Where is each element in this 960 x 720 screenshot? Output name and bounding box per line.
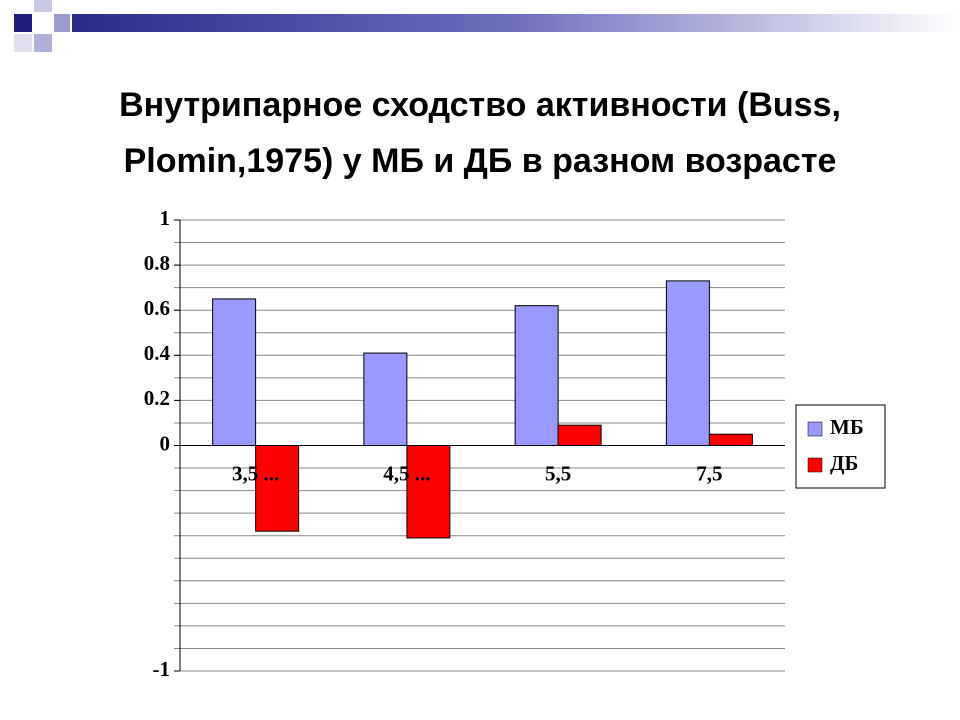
decoration bbox=[14, 0, 960, 52]
bar bbox=[557, 424, 602, 446]
bar bbox=[708, 433, 753, 447]
chart-title: Plomin,1975) у МБ и ДБ в разном возрасте bbox=[124, 142, 837, 180]
legend-label: МБ bbox=[830, 415, 864, 439]
bar bbox=[363, 352, 408, 447]
y-tick-label: 1 bbox=[160, 206, 171, 230]
y-tick-label: 0.6 bbox=[144, 296, 170, 320]
y-tick-label: -1 bbox=[153, 657, 171, 681]
x-tick-label: 5,5 bbox=[545, 461, 571, 485]
legend-swatch bbox=[807, 457, 823, 473]
x-tick-label: 7,5 bbox=[696, 461, 722, 485]
legend-swatch bbox=[807, 421, 823, 437]
y-tick-label: 0 bbox=[160, 431, 171, 455]
bar bbox=[514, 305, 559, 446]
y-tick-label: 0.2 bbox=[144, 386, 170, 410]
chart-title: Внутрипарное сходство активности (Buss, bbox=[119, 86, 841, 124]
legend-box bbox=[795, 404, 886, 489]
x-tick-label: 3,5 ... bbox=[232, 461, 279, 485]
bar bbox=[212, 298, 257, 446]
legend-label: ДБ bbox=[830, 451, 858, 475]
bar bbox=[665, 280, 710, 447]
bar bbox=[406, 445, 451, 539]
y-tick-label: 0.8 bbox=[144, 251, 170, 275]
bar bbox=[255, 445, 300, 532]
y-tick-label: 0.4 bbox=[144, 341, 171, 365]
x-tick-label: 4,5 ... bbox=[383, 461, 430, 485]
